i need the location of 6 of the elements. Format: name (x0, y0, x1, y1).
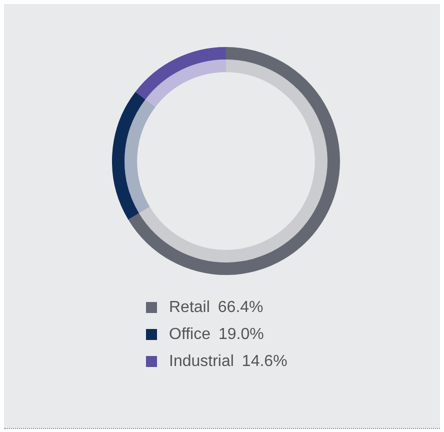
text: 19.0% (218, 326, 264, 342)
text: 14.6% (242, 352, 288, 370)
legend-label: Industrial (169, 352, 234, 370)
text: 66.4% (218, 298, 264, 316)
legend-label: Retail (169, 298, 210, 316)
legend-label: Office (169, 326, 210, 344)
